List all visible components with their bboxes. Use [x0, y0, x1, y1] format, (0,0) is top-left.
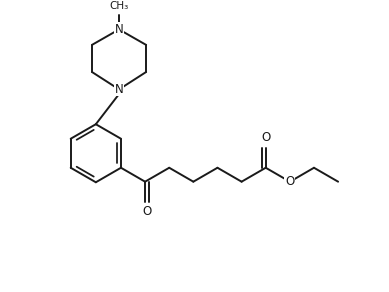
Text: N: N	[115, 83, 123, 96]
Text: CH₃: CH₃	[109, 1, 129, 11]
Text: O: O	[285, 175, 294, 188]
Text: O: O	[261, 131, 270, 144]
Text: N: N	[115, 23, 123, 36]
Text: O: O	[142, 205, 152, 218]
